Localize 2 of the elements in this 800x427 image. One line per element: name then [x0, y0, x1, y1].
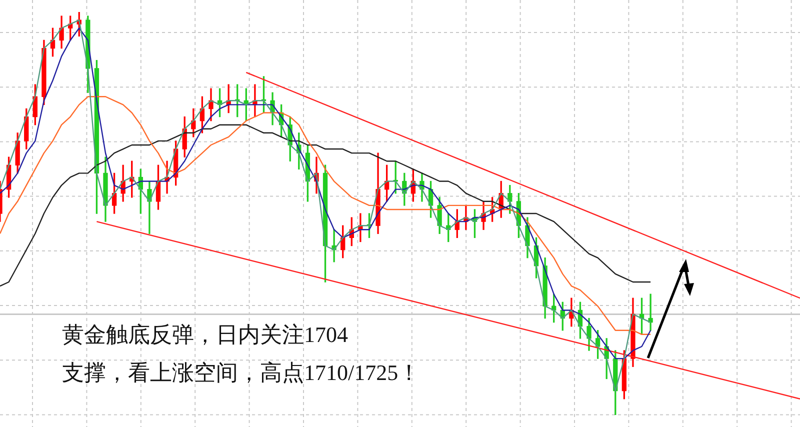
annotation: 支撑，看上涨空间，高点1710/1725！ [62, 359, 420, 387]
annotation: 黄金触底反弹，日内关注1704 [62, 321, 349, 349]
